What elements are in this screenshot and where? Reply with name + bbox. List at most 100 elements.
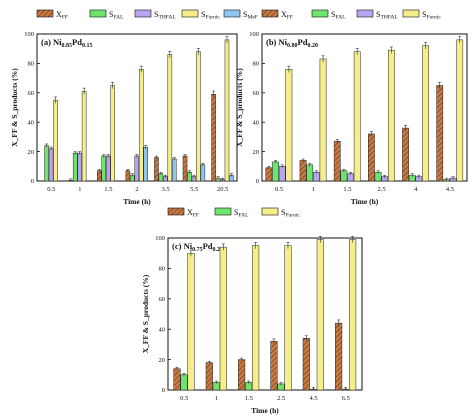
- x-axis-title: Time (h): [351, 197, 379, 206]
- x-tick-label: 1.5: [104, 186, 112, 193]
- text-span: S: [201, 10, 205, 19]
- bar-xff: [211, 94, 216, 182]
- bar-sfurnic: [284, 245, 292, 391]
- bar-sthfal: [105, 155, 111, 182]
- text-span: Pd: [298, 37, 308, 47]
- text-span: S: [234, 208, 238, 217]
- panel-title: (b) Ni0.80Pd0.20: [266, 37, 318, 49]
- chart-panel-b: 0 20 40 60 80 100 X_FF & S_products (%) Time (h…: [235, 31, 468, 206]
- legend-swatch-xff: [261, 9, 279, 18]
- x-tick-label: 4.5: [446, 186, 454, 193]
- legend-panel-a: XFF SFAL STHFAL SFurnic SMeF: [36, 9, 258, 21]
- x-tick-label: 2.5: [277, 395, 285, 402]
- x-tick-label: 1.5: [343, 186, 351, 193]
- subscript-text: FAL: [335, 15, 346, 21]
- text-span: (a): [41, 37, 53, 47]
- bar-sfal: [272, 161, 279, 182]
- text-span: S: [376, 10, 380, 19]
- x-tick-label: 0.5: [47, 186, 55, 193]
- bar-sfal: [180, 374, 188, 391]
- x-tick-label: 2.5: [378, 186, 386, 193]
- chart-panel-a: 0 20 40 60 80 100 X_FF & S_products (%) Time (h…: [10, 31, 238, 206]
- bar-sfal: [306, 164, 314, 182]
- bar-xff: [182, 155, 188, 182]
- plot-frame: [261, 33, 468, 182]
- bar-smef: [143, 146, 148, 182]
- x-axis-title: Time (h): [123, 197, 151, 206]
- legend-label-sfal: SFAL: [109, 10, 124, 21]
- bar-xff: [265, 167, 273, 182]
- bar-sfurnic: [53, 99, 58, 182]
- bar-sthfal: [278, 166, 286, 182]
- legend-swatch-sfurnic: [402, 9, 420, 18]
- x-tick-label: 0.5: [275, 186, 283, 193]
- y-tick-label: 80: [159, 266, 166, 273]
- text-span: Pd: [72, 37, 82, 47]
- bar-sfurnic: [319, 58, 327, 182]
- y-tick-label: 100: [24, 31, 34, 38]
- bar-xff: [333, 141, 341, 182]
- legend-swatch-sthfal: [134, 9, 152, 18]
- text-span: S: [243, 10, 247, 19]
- bar-sfurnic: [316, 239, 324, 391]
- bar-sfurnic: [387, 49, 395, 182]
- subscript-text: 0.80: [287, 43, 298, 49]
- bar-xff: [302, 338, 310, 391]
- text-span: Ni: [184, 241, 193, 251]
- x-tick-label: 2: [135, 186, 138, 193]
- legend-panel-b: XFF SFAL STHFAL SFurnic: [261, 9, 441, 21]
- y-tick-label: 60: [253, 90, 260, 97]
- legend-label-smef: SMeF: [243, 10, 258, 21]
- y-tick-label: 0: [31, 178, 34, 185]
- bar-sfurnic: [252, 245, 260, 391]
- x-tick-label: 0.5: [180, 395, 188, 402]
- bar-sfal: [101, 155, 107, 182]
- x-tick-label: 4.5: [309, 395, 317, 402]
- text-span: S: [281, 208, 285, 217]
- x-tick-label: 1: [215, 395, 218, 402]
- legend-panel-c: XFF SFAL SFurnic: [167, 207, 300, 219]
- y-tick-label: 0: [162, 387, 165, 394]
- subscript-text: 0.15: [82, 43, 93, 49]
- legend-label-sfal: SFAL: [234, 208, 249, 219]
- legend-swatch-sfurnic: [181, 9, 199, 18]
- bar-xff: [436, 85, 444, 182]
- text-span: S: [331, 10, 335, 19]
- legend-label-xff: XFF: [56, 10, 68, 21]
- y-tick-label: 20: [253, 149, 260, 156]
- text-span: (b): [266, 37, 279, 47]
- subscript-text: Furnic: [426, 15, 441, 21]
- legend-swatch-sfal: [311, 9, 329, 18]
- y-tick-label: 20: [159, 357, 166, 364]
- bar-xff: [299, 160, 307, 182]
- subscript-text: 0.75: [192, 247, 203, 253]
- y-tick-label: 80: [28, 61, 35, 68]
- panel-title: (a) Ni0.85Pd0.15: [41, 37, 92, 49]
- text-span: (c): [172, 241, 184, 251]
- bar-sfal: [44, 145, 49, 182]
- y-tick-label: 100: [249, 31, 259, 38]
- legend-label-sfurnic: SFurnic: [201, 10, 220, 21]
- y-tick-label: 40: [253, 119, 260, 126]
- bar-sfurnic: [285, 69, 293, 182]
- subscript-text: MeF: [247, 15, 257, 21]
- text-span: S: [109, 10, 113, 19]
- panel-title: (c) Ni0.75Pd0.25: [172, 241, 223, 253]
- bar-xff: [205, 362, 213, 391]
- bar-xff: [173, 368, 181, 391]
- bar-xff: [125, 170, 131, 182]
- subscript-text: THFAL: [380, 15, 398, 21]
- legend-swatch-xff: [167, 207, 185, 216]
- legend-label-sthfal: STHFAL: [154, 10, 176, 21]
- text-span: X: [56, 10, 62, 19]
- subscript-text: FAL: [113, 15, 124, 21]
- legend-swatch-sfal: [89, 9, 107, 18]
- subscript-text: THFAL: [158, 15, 176, 21]
- bar-sfurnic: [349, 239, 357, 391]
- y-axis-title: X_FF & S_products (%): [141, 274, 150, 353]
- bar-sfurnic: [219, 246, 227, 391]
- bar-sfurnic: [196, 51, 201, 182]
- legend-swatch-smef: [223, 9, 241, 18]
- subscript-text: FF: [62, 15, 68, 21]
- y-tick-label: 0: [256, 178, 259, 185]
